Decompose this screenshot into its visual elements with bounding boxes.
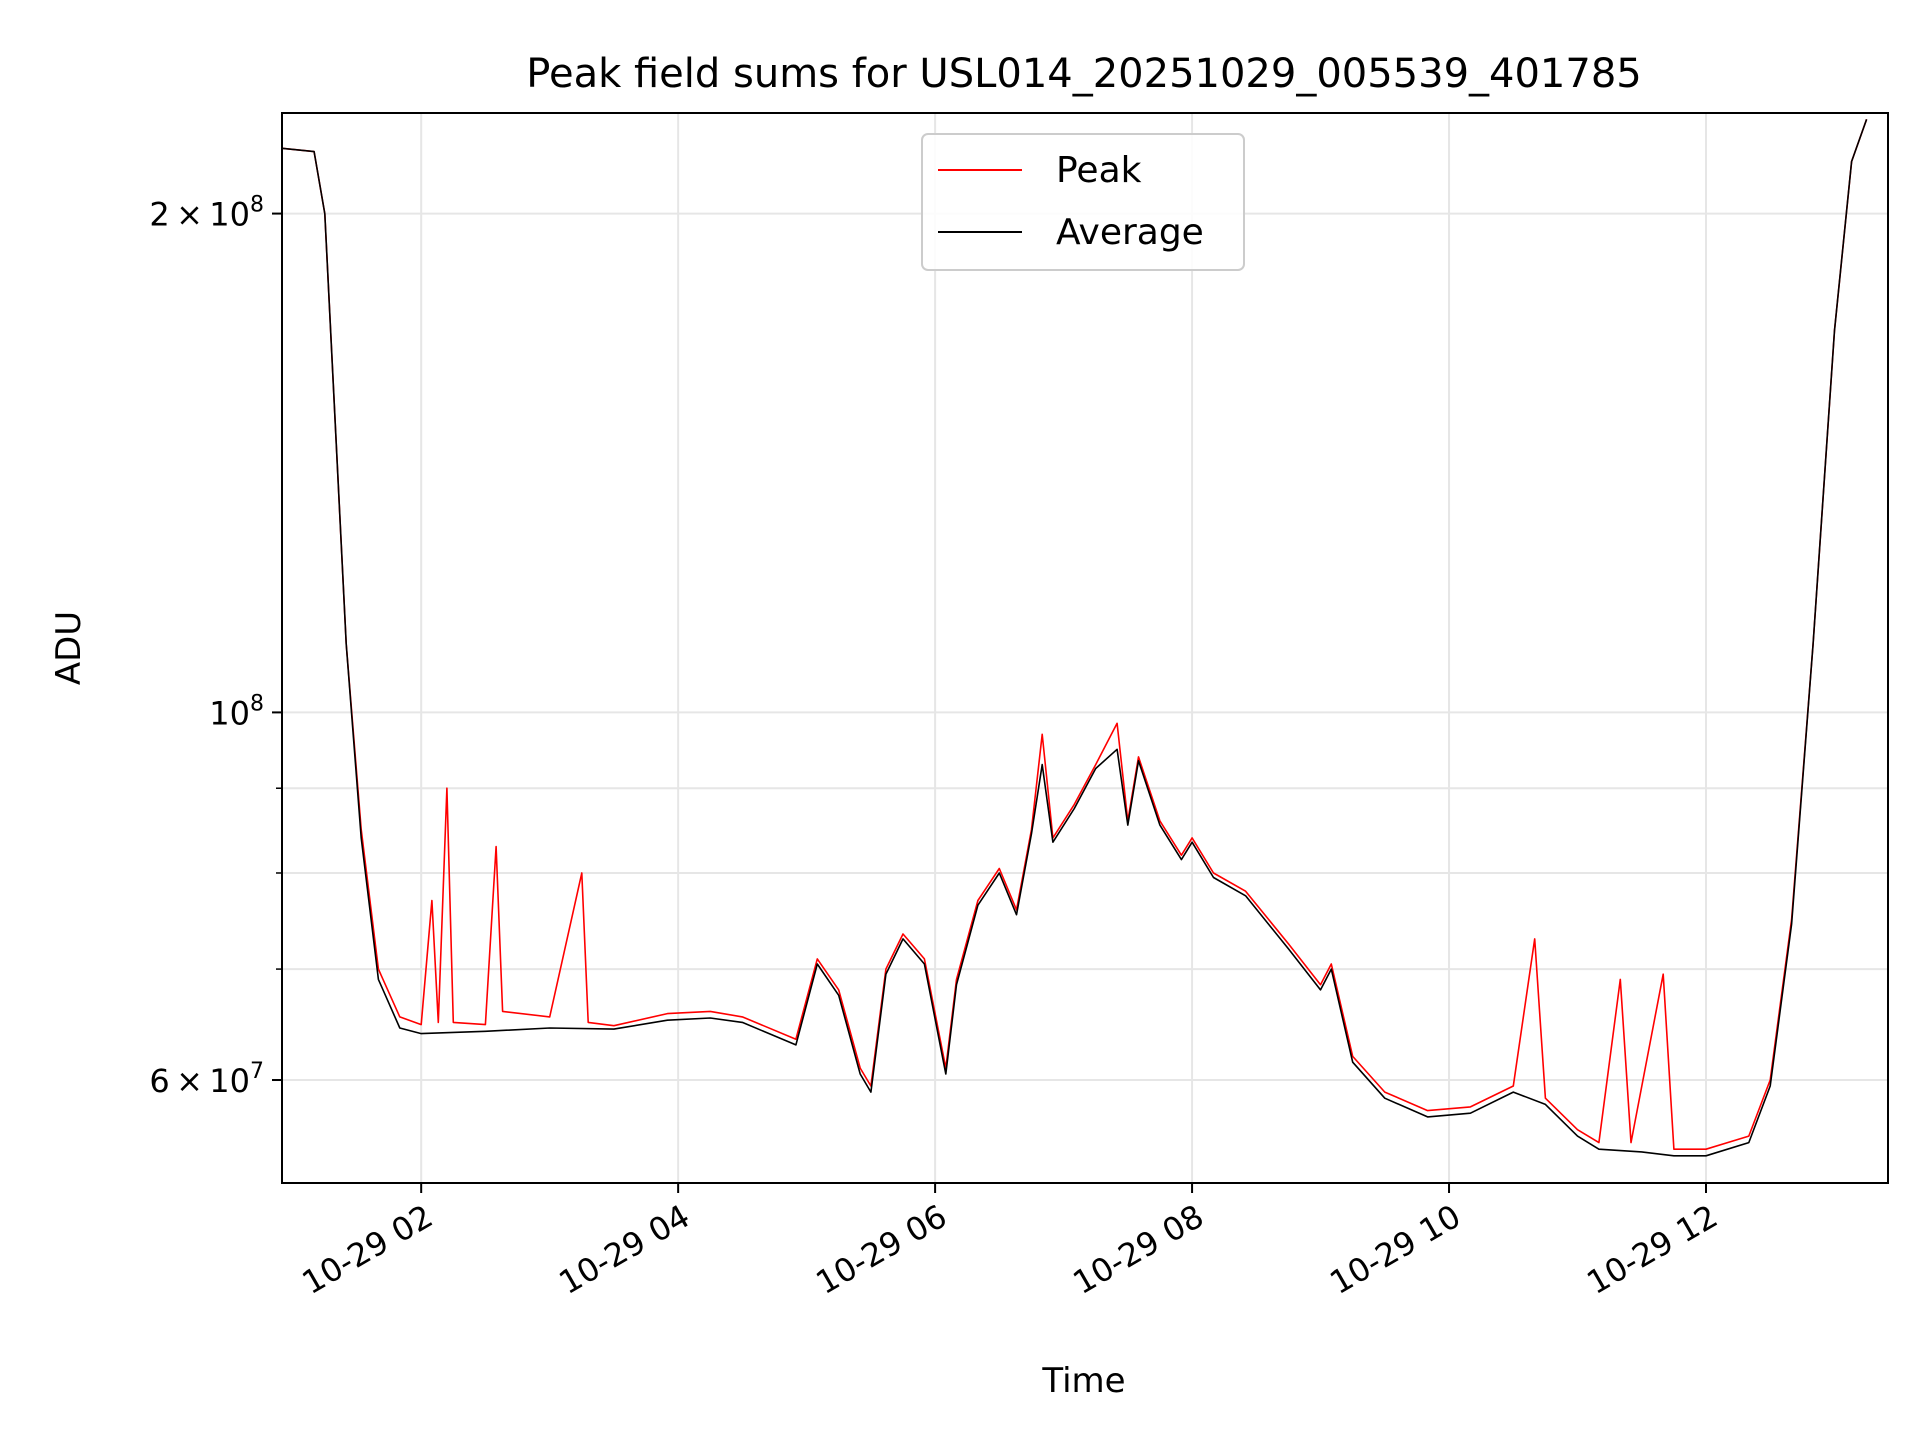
series-line-average (282, 119, 1868, 1157)
grid (282, 113, 1888, 1183)
legend-label-average: Average (1056, 212, 1204, 253)
x-axis-label: Time (1041, 1361, 1125, 1401)
y-tick-label: 6 × 107 (149, 1059, 264, 1100)
y-tick-label: 2 × 108 (149, 193, 264, 234)
series-line-peak (282, 119, 1868, 1150)
legend: Peak Average (921, 133, 1245, 271)
y-axis: 6 × 107 108 2 × 108 (149, 193, 282, 1100)
chart-title: Peak field sums for USL014_20251029_0055… (526, 51, 1641, 97)
series-layer (282, 119, 1868, 1157)
y-axis-label: ADU (49, 611, 89, 685)
legend-box (921, 133, 1245, 271)
legend-label-peak: Peak (1056, 150, 1142, 191)
plot-frame (281, 112, 1889, 1184)
y-tick-label: 108 (209, 691, 264, 732)
